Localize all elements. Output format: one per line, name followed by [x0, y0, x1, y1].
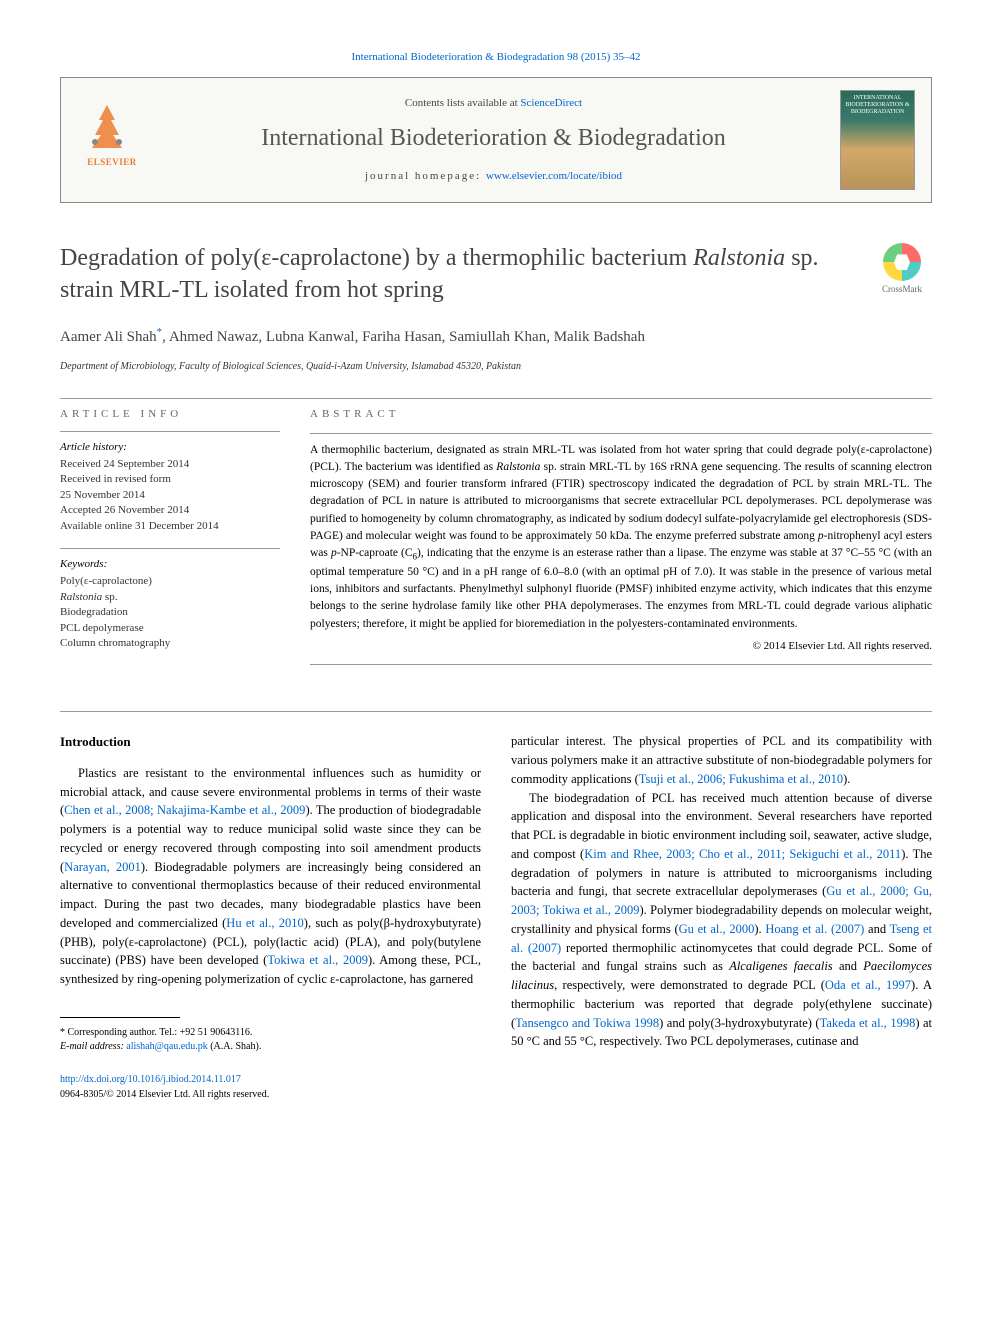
article-info-column: ARTICLE INFO Article history: Received 2… [60, 407, 280, 673]
abstract-heading: ABSTRACT [310, 407, 932, 422]
citation-link[interactable]: Tansengco and Tokiwa 1998 [515, 1016, 659, 1030]
citation-link[interactable]: Takeda et al., 1998 [820, 1016, 916, 1030]
citation-link[interactable]: Gu et al., 2000 [679, 922, 755, 936]
citation-link[interactable]: Narayan, 2001 [64, 860, 141, 874]
sciencedirect-link[interactable]: ScienceDirect [520, 97, 582, 109]
citation-link[interactable]: Chen et al., 2008; Nakajima-Kambe et al.… [64, 803, 305, 817]
citation-link[interactable]: Kim and Rhee, 2003; Cho et al., 2011; Se… [584, 847, 901, 861]
citation-line: International Biodeterioration & Biodegr… [60, 50, 932, 65]
body-column-left: Introduction Plastics are resistant to t… [60, 732, 481, 1102]
doi-block: http://dx.doi.org/10.1016/j.ibiod.2014.1… [60, 1072, 481, 1102]
crossmark-icon [883, 243, 921, 281]
author-list: Aamer Ali Shah*, Ahmed Nawaz, Lubna Kanw… [60, 324, 932, 349]
elsevier-logo: ELSEVIER [77, 100, 147, 180]
elsevier-tree-icon [77, 100, 137, 150]
citation-link[interactable]: Tokiwa et al., 2009 [267, 953, 368, 967]
doi-link[interactable]: http://dx.doi.org/10.1016/j.ibiod.2014.1… [60, 1074, 241, 1085]
citation-link[interactable]: Tsuji et al., 2006; Fukushima et al., 20… [639, 772, 843, 786]
email-link[interactable]: alishah@qau.edu.pk [126, 1041, 207, 1052]
homepage-link[interactable]: www.elsevier.com/locate/ibiod [486, 170, 622, 182]
abstract-column: ABSTRACT A thermophilic bacterium, desig… [310, 407, 932, 673]
affiliation: Department of Microbiology, Faculty of B… [60, 360, 932, 374]
journal-header: ELSEVIER Contents lists available at Sci… [60, 77, 932, 203]
abstract-copyright: © 2014 Elsevier Ltd. All rights reserved… [310, 639, 932, 654]
abstract-text: A thermophilic bacterium, designated as … [310, 442, 932, 633]
citation-link[interactable]: Hu et al., 2010 [226, 916, 303, 930]
contents-list-line: Contents lists available at ScienceDirec… [147, 96, 840, 111]
journal-name: International Biodeterioration & Biodegr… [147, 122, 840, 156]
introduction-heading: Introduction [60, 732, 481, 752]
citation-link[interactable]: Oda et al., 1997 [825, 978, 911, 992]
corresponding-author-footer: * Corresponding author. Tel.: +92 51 906… [60, 1026, 481, 1054]
citation-link[interactable]: Hoang et al. (2007) [765, 922, 864, 936]
journal-cover-thumbnail: INTERNATIONAL BIODETERIORATION & BIODEGR… [840, 90, 915, 190]
crossmark-badge[interactable]: CrossMark [872, 243, 932, 296]
article-info-heading: ARTICLE INFO [60, 407, 280, 422]
article-title: Degradation of poly(ε-caprolactone) by a… [60, 243, 872, 305]
body-column-right: particular interest. The physical proper… [511, 732, 932, 1102]
elsevier-text: ELSEVIER [77, 156, 147, 169]
homepage-line: journal homepage: www.elsevier.com/locat… [147, 169, 840, 184]
